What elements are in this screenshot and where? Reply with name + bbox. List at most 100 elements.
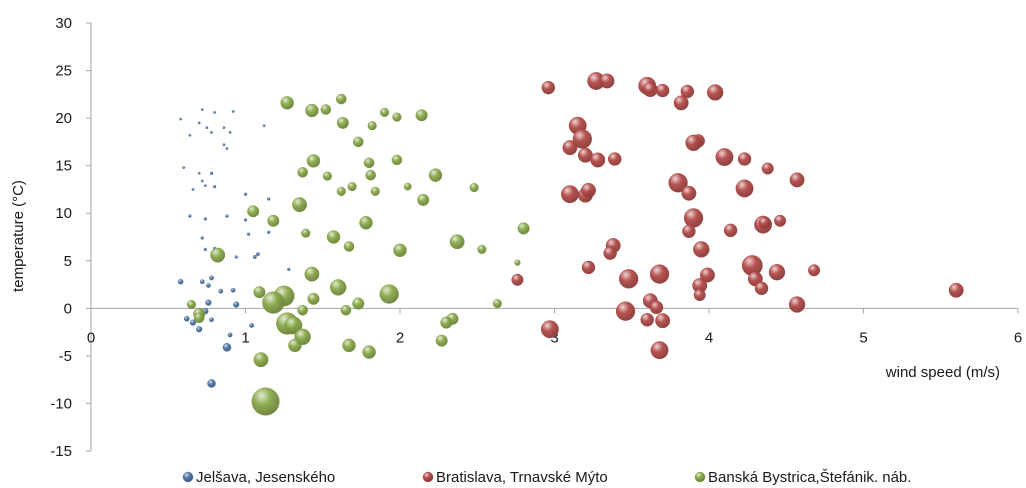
bubble-point [203,184,207,188]
bubble-point [227,332,233,338]
bubble-point [477,244,487,254]
x-axis-title: wind speed (m/s) [885,364,1000,381]
x-tick-marks [90,308,1019,314]
bubble-point [808,264,821,277]
bubble-point [210,247,226,263]
y-tick-label: 30 [55,15,72,32]
bubble-point [228,130,232,134]
bubble-point [715,148,734,167]
legend-label: Bratislava, Trnavské Mýto [436,469,608,486]
series-group [186,93,530,416]
bubble-point [322,171,332,181]
bubble-point [182,166,186,169]
x-tick-label: 4 [705,329,713,346]
bubble-point [362,345,376,359]
bubble-point [188,214,192,218]
bubble-point [288,338,302,353]
bubble-point [391,154,403,166]
bubble-point [197,171,201,175]
bubble-point [700,267,715,283]
bubble-point [619,269,639,289]
bubble-point [209,171,214,175]
bubble-point [754,281,769,296]
bubble-point [243,192,248,196]
bubble-point [251,387,280,416]
bubble-point [415,109,428,122]
bubble-point [247,205,260,218]
bubble-point [392,112,402,122]
bubble-point [363,157,375,169]
bubble-point [615,301,636,321]
y-tick-label: 20 [55,110,72,127]
bubble-point [707,84,724,101]
bubble-point [212,184,217,189]
bubble-point [179,117,183,121]
bubble-point [590,152,606,168]
bubble-point [287,267,291,271]
bubble-point [306,154,321,168]
bubble-point [685,134,702,152]
bubble-point [581,260,596,275]
bubble-point [655,83,670,98]
bubble-point [222,343,232,352]
bubble-point [225,214,229,218]
bubble-point [649,300,664,315]
bubble-point [417,193,430,206]
bubble-point [183,315,190,322]
bubble-point [205,126,209,130]
bubble-point [284,316,303,335]
bubble-point [403,182,412,191]
bubble-point [222,126,226,130]
bubble-point [200,236,204,240]
bubble-point [330,279,347,296]
bubble-point [193,312,205,324]
x-tick-labels: 0 1 2 3 4 5 6 [87,329,1022,346]
bubble-point [608,152,622,166]
bubble-point [210,130,213,134]
bubble-point [370,186,380,196]
bubble-point [297,167,308,178]
bubble-point [191,188,195,191]
bubble-point [514,259,521,266]
bubble-point [280,96,294,110]
x-tick-label: 3 [550,329,558,346]
y-axis-title: temperature (°C) [10,180,27,292]
bubble-point [682,224,696,239]
bubble-point [352,297,365,310]
y-tick-label: 15 [55,158,72,175]
bubble-point [948,282,964,298]
y-tick-label: 25 [55,63,72,80]
bubble-point [737,152,752,166]
bubble-point [541,80,556,95]
bubble-point [177,278,184,285]
bubble-point [207,379,216,388]
bubble-point [581,182,596,198]
bubble-point [262,291,285,314]
bubble-point [336,116,349,129]
bubble-point [267,230,271,234]
axes: 0 1 2 3 4 5 6 -15 -10 -5 0 5 10 15 20 25 30 [50,15,1022,460]
series-group [177,108,291,388]
bubble-point [206,283,211,288]
bubble-point [379,284,399,304]
y-tick-label: 10 [55,205,72,222]
bubble-point [262,124,266,128]
bubble-point [196,326,203,333]
bubble-point [307,292,320,305]
bubble-point [188,133,192,137]
bubble-point [683,208,704,228]
bubble-point [243,218,248,222]
legend-label: Jelšava, Jesenského [196,469,335,486]
bubble-point [599,73,615,89]
bubble-point [540,320,559,339]
bubble-point [218,288,224,294]
bubble-point [246,232,251,236]
bubble-point [562,140,578,156]
bubble-point [255,252,260,257]
bubble-point [517,222,530,235]
x-tick-label: 5 [859,329,867,346]
bubble-point [668,173,688,193]
x-tick-label: 2 [396,329,404,346]
bubble-point [393,243,407,258]
